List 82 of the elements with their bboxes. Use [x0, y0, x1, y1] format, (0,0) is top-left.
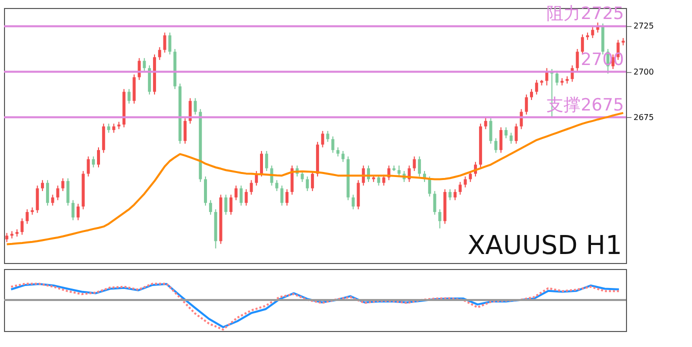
candlestick [280, 185, 284, 206]
candlestick [20, 218, 24, 236]
candlestick [300, 170, 304, 182]
candlestick [433, 190, 436, 216]
candlestick [26, 208, 29, 224]
candlestick [504, 126, 508, 139]
candlestick [591, 26, 594, 39]
candlestick [168, 32, 172, 55]
candlestick [326, 130, 330, 142]
candlestick [46, 180, 50, 206]
candlestick [209, 200, 212, 216]
candlestick [524, 94, 528, 116]
candlestick [285, 188, 288, 206]
candlestick [342, 150, 345, 162]
candlestick [56, 185, 60, 201]
candlestick [194, 98, 197, 116]
candlestick [36, 185, 39, 214]
candlestick [535, 79, 538, 96]
candlestick [290, 165, 294, 196]
candlestick [510, 132, 513, 144]
candlestick [51, 194, 54, 206]
candlestick [454, 188, 457, 201]
candlestick [112, 123, 116, 134]
y-tick-label: 2725 [634, 22, 654, 31]
candlestick [96, 146, 100, 168]
candlestick [184, 118, 187, 144]
candlestick [438, 208, 442, 229]
candlestick [86, 156, 90, 177]
candlestick [142, 58, 146, 72]
candlestick [107, 123, 110, 134]
candlestick [331, 136, 334, 154]
candlestick [265, 150, 268, 172]
candlestick [580, 34, 584, 55]
annotation: XAUUSD H1 [467, 231, 622, 261]
candlestick [555, 70, 558, 86]
candlestick [163, 32, 166, 54]
candlestick [321, 130, 324, 148]
candlestick [530, 88, 534, 100]
candlestick [576, 48, 579, 72]
candlestick [458, 181, 462, 196]
candlestick [275, 180, 278, 192]
candlestick [494, 138, 498, 154]
candlestick [377, 176, 380, 186]
candlestick [499, 126, 502, 154]
candlestick [398, 165, 401, 177]
candlestick [132, 74, 136, 104]
candlestick [448, 188, 452, 201]
candlestick [76, 203, 80, 221]
candlestick [92, 156, 95, 168]
candlestick [158, 46, 162, 60]
candlestick [489, 118, 492, 144]
candlestick [229, 194, 232, 216]
candlestick [310, 170, 314, 192]
candlestick [240, 185, 243, 206]
candlestick [464, 176, 467, 188]
candlestick [224, 194, 228, 216]
candlestick [234, 185, 238, 201]
candlestick [5, 232, 8, 243]
candlestick [148, 64, 151, 96]
candlestick [418, 156, 421, 177]
candlestick [428, 176, 432, 198]
candlestick [260, 150, 264, 177]
candlestick [72, 200, 75, 221]
candlestick [128, 88, 131, 104]
candlestick [102, 123, 106, 154]
candlestick [514, 123, 518, 144]
candlestick [204, 176, 207, 206]
candlestick [484, 116, 488, 130]
candlestick [336, 146, 340, 157]
candlestick [250, 180, 253, 196]
y-tick-label: 2700 [634, 67, 654, 76]
candlestick [188, 98, 192, 124]
y-tick-label: 2675 [634, 112, 654, 122]
candlestick [356, 180, 360, 210]
ref-line-label: 阻力2725 [546, 4, 624, 24]
candlestick [61, 178, 64, 192]
candlestick [412, 156, 416, 172]
candlestick [66, 178, 70, 206]
candlestick [352, 194, 355, 210]
candlestick [244, 188, 248, 206]
candlestick [306, 176, 309, 192]
candlestick [40, 180, 44, 192]
